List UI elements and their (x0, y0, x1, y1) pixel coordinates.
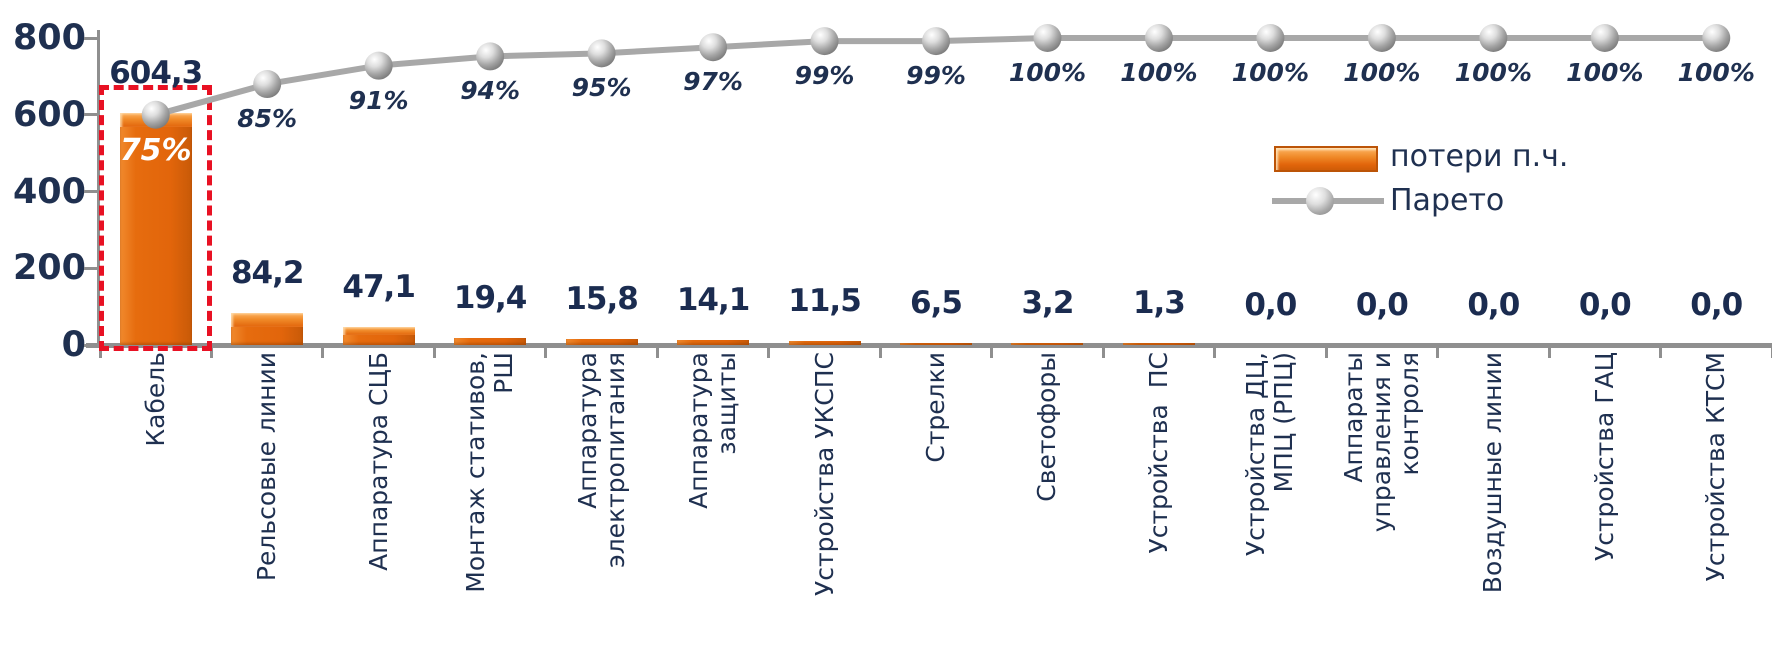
bar-value-label: 0,0 (1651, 287, 1772, 323)
y-tick-mark (84, 267, 98, 270)
legend-bar-swatch (1274, 146, 1378, 172)
legend-line-label: Парето (1390, 181, 1504, 221)
bar-value-label: 604,3 (91, 55, 221, 91)
bar (1011, 343, 1083, 345)
pareto-marker (1591, 24, 1619, 52)
pareto-marker (811, 27, 839, 55)
pareto-marker (1256, 24, 1284, 52)
x-category-label-line: электропитания (602, 352, 630, 662)
x-tick-mark (1548, 345, 1551, 358)
x-category-label-line: управления и (1368, 352, 1396, 662)
x-category-label-line: Устройства ДЦ, (1242, 352, 1270, 662)
x-tick-mark (1436, 345, 1439, 358)
x-tick-mark (990, 345, 993, 358)
x-category-label: Устройства КТСМ (1702, 352, 1730, 662)
x-category-label: Устройства УКСПС (811, 352, 839, 662)
x-tick-mark (433, 345, 436, 358)
pareto-percent-label: 100% (1651, 58, 1772, 87)
x-category-label-line: Кабель (142, 352, 170, 662)
pareto-marker (1368, 24, 1396, 52)
x-tick-mark (544, 345, 547, 358)
bar (343, 327, 415, 345)
y-tick-mark (84, 344, 98, 347)
bar (1123, 343, 1195, 345)
x-category-label-line: МПЦ (РПЦ) (1270, 352, 1298, 662)
x-category-label: Светофоры (1033, 352, 1061, 662)
x-category-label-line: Воздушные линии (1479, 352, 1507, 662)
x-category-label-line: Монтаж стативов, (462, 352, 490, 662)
pareto-percent-label: 75% (91, 133, 221, 168)
x-category-label: Монтаж стативов,РШ (462, 352, 518, 662)
pareto-marker (1033, 24, 1061, 52)
pareto-marker (922, 27, 950, 55)
pareto-marker (588, 39, 616, 67)
x-category-label: Рельсовые линии (253, 352, 281, 662)
x-category-label-line: Светофоры (1033, 352, 1061, 662)
pareto-marker (253, 70, 281, 98)
x-category-label: Устройства ДЦ,МПЦ (РПЦ) (1242, 352, 1298, 662)
x-category-label-line: РШ (490, 352, 518, 662)
legend-bar-label: потери п.ч. (1390, 137, 1568, 177)
y-tick-mark (84, 190, 98, 193)
x-category-label: Аппаратура СЦБ (365, 352, 393, 662)
bar (566, 339, 638, 345)
bar-top-bevel (231, 313, 303, 327)
x-category-label-line: контроля (1396, 352, 1424, 662)
x-tick-mark (656, 345, 659, 358)
x-category-label-line: Устройства КТСМ (1702, 352, 1730, 662)
pareto-marker (1702, 24, 1730, 52)
pareto-marker (1479, 24, 1507, 52)
pareto-marker (1145, 24, 1173, 52)
x-tick-mark (1213, 345, 1216, 358)
y-tick-mark (84, 37, 98, 40)
x-category-label-line: Устройства ГАЦ (1591, 352, 1619, 662)
bar (677, 340, 749, 345)
x-category-label: Кабель (142, 352, 170, 662)
x-tick-mark (1102, 345, 1105, 358)
x-category-label-line: Стрелки (922, 352, 950, 662)
bar (454, 338, 526, 345)
x-category-label: Устройства ГАЦ (1591, 352, 1619, 662)
x-category-label-line: Рельсовые линии (253, 352, 281, 662)
bar (900, 343, 972, 345)
x-category-label-line: Устройства УКСПС (811, 352, 839, 662)
legend-marker-icon (1306, 187, 1334, 215)
x-category-label-line: Устройства ПС (1145, 352, 1173, 662)
y-tick-mark (84, 113, 98, 116)
y-tick-label: 600 (6, 95, 86, 135)
x-tick-mark (767, 345, 770, 358)
bar (231, 313, 303, 345)
x-category-label-line: Аппараты (1340, 352, 1368, 662)
x-category-label: Устройства ПС (1145, 352, 1173, 662)
x-category-label-line: Аппаратура (685, 352, 713, 662)
x-tick-mark (879, 345, 882, 358)
x-category-label-line: Аппаратура (574, 352, 602, 662)
x-category-label: Стрелки (922, 352, 950, 662)
y-tick-label: 200 (6, 248, 86, 288)
x-tick-mark (1659, 345, 1662, 358)
highlight-red-dashed-box (99, 85, 212, 351)
pareto-marker (365, 52, 393, 80)
bar (789, 341, 861, 345)
x-tick-mark (321, 345, 324, 358)
y-tick-label: 400 (6, 172, 86, 212)
y-tick-label: 0 (6, 325, 86, 365)
pareto-marker (476, 42, 504, 70)
legend: потери п.ч. Парето (1262, 132, 1602, 242)
pareto-marker (699, 33, 727, 61)
x-category-label: Воздушные линии (1479, 352, 1507, 662)
bar-top-bevel (343, 327, 415, 335)
x-category-label-line: Аппаратура СЦБ (365, 352, 393, 662)
x-category-label-line: защиты (713, 352, 741, 662)
x-tick-mark (1325, 345, 1328, 358)
y-tick-label: 800 (6, 18, 86, 58)
